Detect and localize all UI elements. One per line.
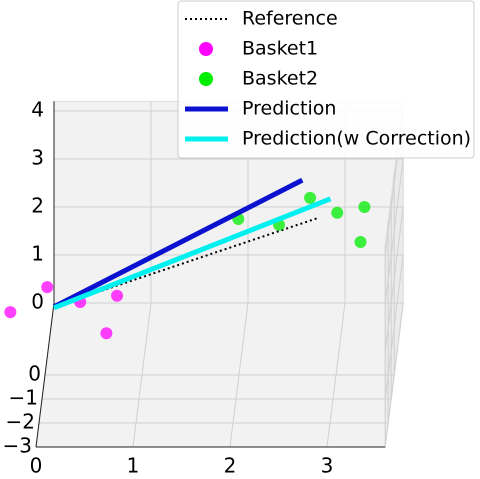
grid-line bbox=[384, 206, 404, 352]
point bbox=[358, 201, 371, 213]
z-tick-label: 4 bbox=[31, 98, 44, 122]
y-axis bbox=[35, 302, 55, 448]
y-tick-label: −1 bbox=[9, 386, 38, 410]
x-tick-label: 1 bbox=[127, 454, 140, 478]
z-tick-label: 1 bbox=[31, 242, 44, 266]
z-tick-label: 2 bbox=[31, 194, 44, 218]
point bbox=[100, 327, 113, 340]
z-tick-label: 0 bbox=[31, 290, 44, 314]
marks bbox=[4, 177, 371, 340]
point bbox=[4, 306, 17, 319]
point bbox=[354, 236, 367, 249]
series-line bbox=[53, 196, 332, 311]
y-tick-label: 0 bbox=[28, 362, 41, 386]
z-tick-label: 3 bbox=[31, 146, 44, 170]
point bbox=[331, 206, 344, 219]
y-tick-label: −3 bbox=[3, 434, 32, 458]
legend-label: Basket1 bbox=[242, 38, 318, 60]
point bbox=[304, 191, 317, 204]
grid-line bbox=[384, 302, 404, 448]
legend-label: Prediction bbox=[242, 98, 336, 120]
legend-box bbox=[177, 0, 475, 159]
grid-line bbox=[384, 158, 404, 304]
x-tick-label: 0 bbox=[30, 454, 43, 478]
legend-label: Prediction(w Correction) bbox=[242, 128, 471, 150]
point bbox=[41, 281, 54, 294]
legend: Reference Basket1 Basket2 Prediction Predict… bbox=[177, 0, 475, 159]
x-tick-label: 2 bbox=[224, 454, 237, 478]
legend-label: Basket2 bbox=[242, 68, 318, 90]
grid-line bbox=[384, 254, 404, 400]
x-tick-label: 3 bbox=[321, 454, 334, 478]
point bbox=[111, 289, 124, 302]
legend-label: Reference bbox=[242, 8, 338, 30]
series-line bbox=[52, 177, 304, 310]
grid bbox=[35, 101, 404, 448]
legend-swatch bbox=[199, 72, 213, 86]
y-tick-label: −2 bbox=[6, 410, 35, 434]
legend-swatch bbox=[199, 42, 213, 56]
